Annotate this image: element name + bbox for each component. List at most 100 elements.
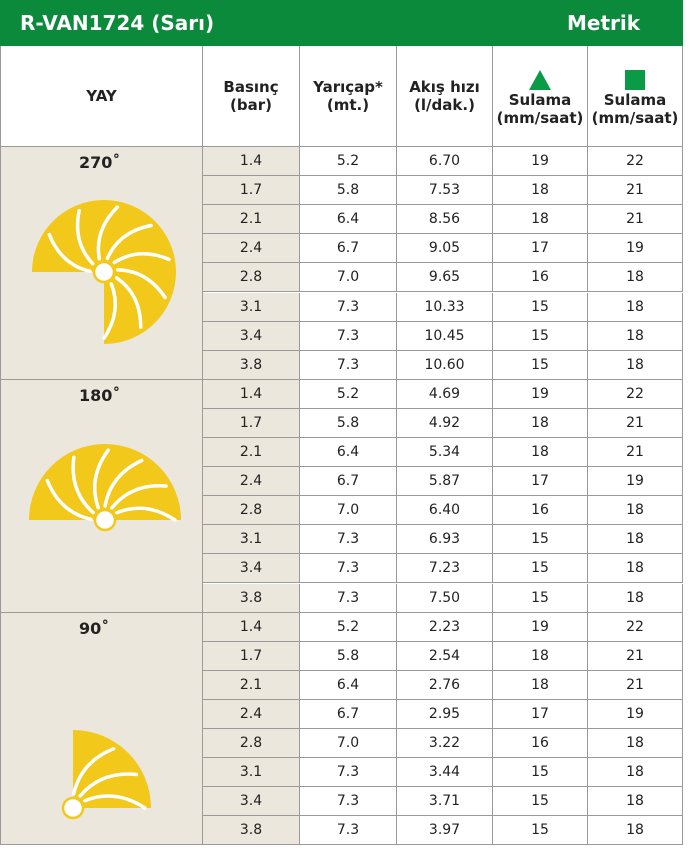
table-cell: 2.4 (203, 467, 300, 496)
table-cell: 22 (588, 380, 683, 409)
table-cell: 7.3 (300, 554, 397, 583)
table-cell: 7.3 (300, 293, 397, 322)
table-cell: 19 (588, 234, 683, 263)
table-cell: 2.4 (203, 700, 300, 729)
table-cell: 21 (588, 205, 683, 234)
column-header: YAY (0, 46, 203, 147)
table-cell: 9.65 (397, 263, 493, 292)
column-header-line: YAY (86, 87, 116, 105)
table-cell: 6.7 (300, 700, 397, 729)
spray-pattern-icon (1, 613, 201, 845)
table-cell: 7.3 (300, 816, 397, 845)
table-cell: 5.87 (397, 467, 493, 496)
spray-pattern-icon (1, 147, 201, 379)
table-cell: 6.7 (300, 234, 397, 263)
table-cell: 3.22 (397, 729, 493, 758)
table-cell: 5.8 (300, 409, 397, 438)
table-cell: 18 (588, 584, 683, 613)
table-cell: 5.2 (300, 147, 397, 176)
table-cell: 10.45 (397, 322, 493, 351)
arc-cell: 270˚ (0, 147, 203, 380)
table-cell: 3.1 (203, 293, 300, 322)
table-cell: 18 (588, 263, 683, 292)
table-cell: 7.0 (300, 496, 397, 525)
table-cell: 3.8 (203, 351, 300, 380)
table-cell: 21 (588, 438, 683, 467)
table-cell: 15 (493, 293, 588, 322)
table-cell: 3.44 (397, 758, 493, 787)
column-header-line: Yarıçap* (313, 78, 383, 96)
table-cell: 7.53 (397, 176, 493, 205)
table-cell: 1.7 (203, 409, 300, 438)
table-cell: 7.0 (300, 729, 397, 758)
table-cell: 2.1 (203, 438, 300, 467)
table-cell: 1.7 (203, 176, 300, 205)
table-cell: 18 (588, 729, 683, 758)
table-cell: 18 (493, 438, 588, 467)
table-cell: 3.71 (397, 787, 493, 816)
table-cell: 3.1 (203, 758, 300, 787)
column-header: Sulama(mm/saat) (493, 46, 588, 147)
table-cell: 6.93 (397, 525, 493, 554)
table-cell: 5.2 (300, 613, 397, 642)
table-cell: 7.3 (300, 758, 397, 787)
table-cell: 16 (493, 496, 588, 525)
table-cell: 2.8 (203, 496, 300, 525)
table-cell: 21 (588, 671, 683, 700)
nozzle-hub (94, 262, 114, 282)
table-cell: 5.2 (300, 380, 397, 409)
table-cell: 22 (588, 147, 683, 176)
table-cell: 19 (493, 613, 588, 642)
table-cell: 3.97 (397, 816, 493, 845)
table-cell: 3.4 (203, 322, 300, 351)
column-header-line: (l/dak.) (414, 96, 475, 114)
table-cell: 3.8 (203, 816, 300, 845)
table-cell: 15 (493, 787, 588, 816)
table-cell: 18 (588, 758, 683, 787)
arc-cell: 90˚ (0, 613, 203, 846)
table-cell: 18 (588, 525, 683, 554)
table-cell: 6.4 (300, 438, 397, 467)
table-cell: 18 (493, 409, 588, 438)
table-cell: 18 (493, 176, 588, 205)
table-cell: 2.8 (203, 263, 300, 292)
table-cell: 18 (588, 322, 683, 351)
square-icon (623, 69, 647, 91)
column-header-line: Akış hızı (409, 78, 480, 96)
column-header-line: Sulama (604, 91, 667, 109)
table-cell: 19 (588, 467, 683, 496)
table-cell: 5.8 (300, 642, 397, 671)
unit-system: Metrik (567, 0, 640, 46)
table-cell: 21 (588, 176, 683, 205)
table-cell: 15 (493, 525, 588, 554)
table-cell: 15 (493, 554, 588, 583)
table-cell: 6.4 (300, 205, 397, 234)
table-cell: 3.1 (203, 525, 300, 554)
table-cell: 18 (493, 642, 588, 671)
table-cell: 15 (493, 816, 588, 845)
table-cell: 18 (588, 554, 683, 583)
table-cell: 2.1 (203, 671, 300, 700)
table-cell: 18 (588, 816, 683, 845)
arc-label: 90˚ (79, 619, 109, 638)
table-cell: 2.8 (203, 729, 300, 758)
table-cell: 6.70 (397, 147, 493, 176)
table-cell: 22 (588, 613, 683, 642)
table-cell: 3.8 (203, 584, 300, 613)
table-cell: 4.69 (397, 380, 493, 409)
table-cell: 7.3 (300, 584, 397, 613)
table-cell: 2.23 (397, 613, 493, 642)
column-header: Basınç(bar) (203, 46, 300, 147)
table-cell: 2.4 (203, 234, 300, 263)
table-cell: 17 (493, 700, 588, 729)
nozzle-hub (95, 510, 115, 530)
triangle-icon (528, 69, 552, 91)
column-header: Sulama(mm/saat) (588, 46, 683, 147)
table-cell: 18 (493, 205, 588, 234)
table-cell: 3.4 (203, 787, 300, 816)
table-cell: 17 (493, 467, 588, 496)
arc-label: 270˚ (79, 153, 120, 172)
table-cell: 6.7 (300, 467, 397, 496)
table-cell: 8.56 (397, 205, 493, 234)
table-cell: 7.50 (397, 584, 493, 613)
